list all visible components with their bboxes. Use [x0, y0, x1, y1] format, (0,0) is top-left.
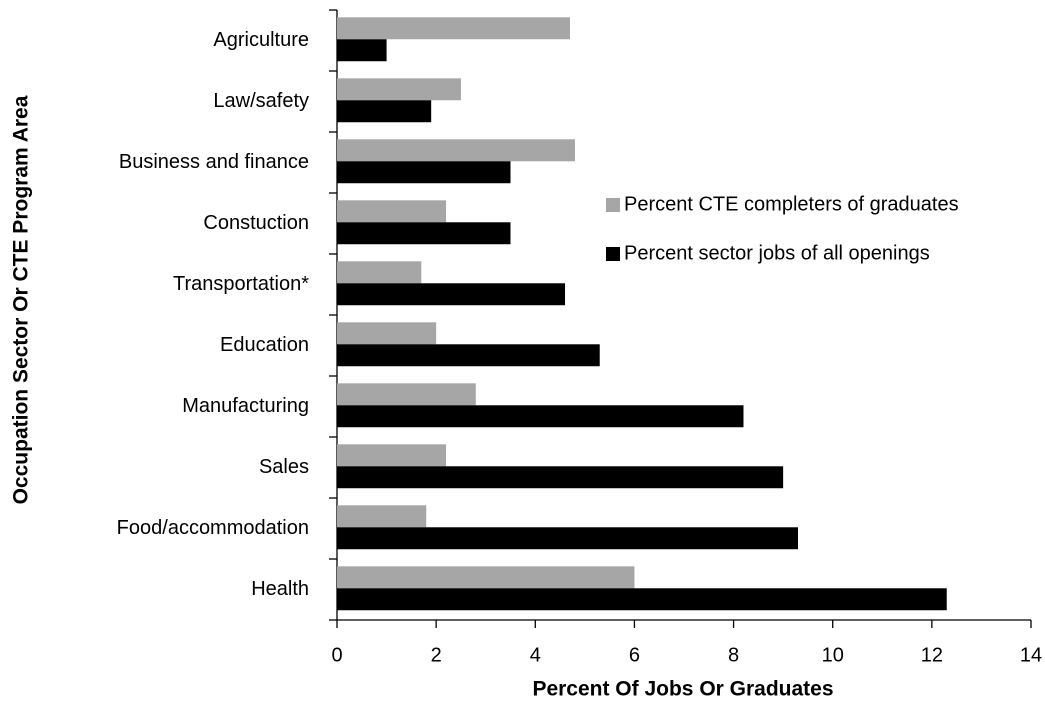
y-tick-label: Health [251, 578, 309, 600]
x-tick-label: 4 [530, 644, 541, 666]
bar [337, 444, 447, 467]
legend-label: Percent sector jobs of all openings [624, 242, 930, 264]
bar [337, 466, 784, 489]
bar [337, 161, 511, 184]
bar [337, 100, 432, 123]
bar [337, 322, 437, 345]
x-tick-label: 14 [1020, 644, 1042, 666]
bar [337, 17, 570, 40]
bar [337, 566, 635, 589]
bar [337, 344, 600, 367]
bar [337, 527, 799, 550]
bar [337, 261, 422, 284]
bar [337, 283, 566, 306]
y-tick-label: Business and finance [119, 151, 309, 173]
legend-swatch [606, 247, 620, 261]
bar [337, 139, 575, 162]
y-tick-label: Law/safety [213, 90, 309, 112]
bar [337, 39, 387, 62]
bar [337, 405, 744, 428]
x-tick-label: 0 [331, 644, 342, 666]
y-tick-label: Sales [259, 456, 309, 478]
bar [337, 200, 447, 223]
y-tick-label: Agriculture [213, 29, 309, 51]
y-tick-label: Education [220, 334, 309, 356]
y-tick-label: Food/accommodation [117, 517, 309, 539]
y-tick-label: Transportation* [173, 273, 309, 295]
bar [337, 505, 427, 528]
y-tick-label: Manufacturing [182, 395, 309, 417]
legend-swatch [606, 198, 620, 212]
legend-label: Percent CTE completers of graduates [624, 193, 959, 215]
x-tick-label: 6 [629, 644, 640, 666]
bar [337, 588, 947, 611]
y-tick-label: Constuction [203, 212, 309, 234]
bar [337, 383, 476, 406]
x-tick-label: 12 [921, 644, 943, 666]
y-axis-label: Occupation Sector Or CTE Program Area [10, 95, 33, 504]
bar [337, 222, 511, 245]
x-axis-label: Percent Of Jobs Or Graduates [532, 678, 833, 701]
bar [337, 78, 461, 101]
x-tick-label: 2 [431, 644, 442, 666]
x-tick-label: 10 [822, 644, 844, 666]
x-tick-label: 8 [728, 644, 739, 666]
